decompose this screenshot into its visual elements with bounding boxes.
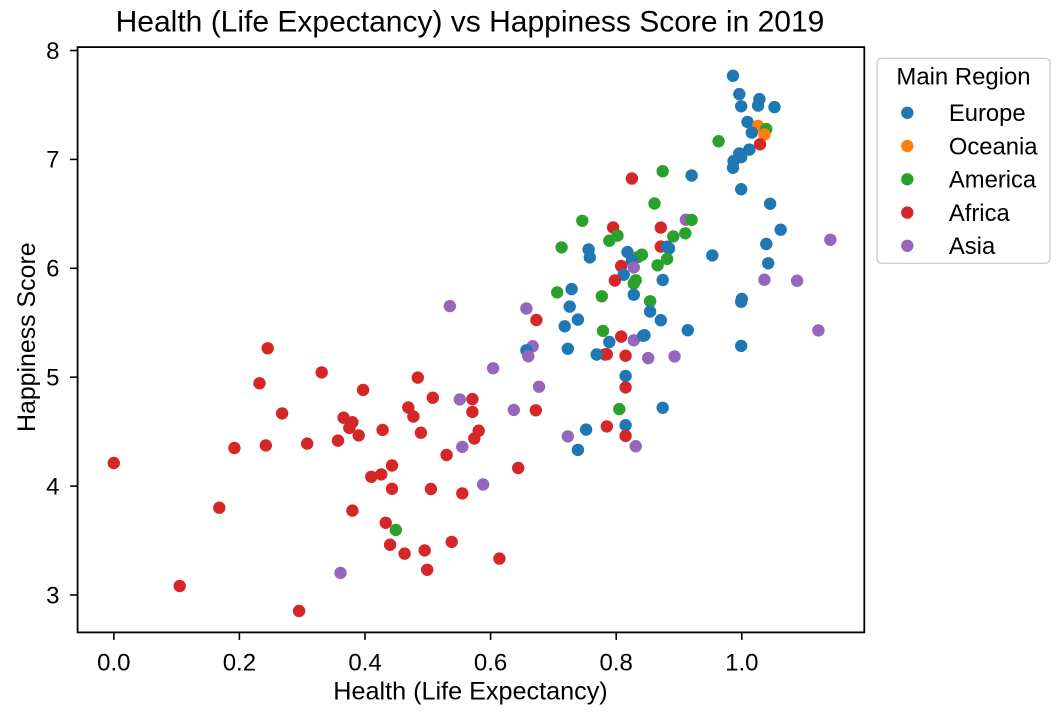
- svg-text:Happiness Score: Happiness Score: [13, 242, 41, 432]
- svg-text:Oceania: Oceania: [949, 133, 1038, 160]
- svg-text:8: 8: [46, 38, 59, 65]
- svg-text:Africa: Africa: [949, 200, 1011, 227]
- svg-text:0.2: 0.2: [223, 650, 256, 677]
- svg-text:1.0: 1.0: [725, 650, 758, 677]
- svg-text:0.0: 0.0: [97, 650, 130, 677]
- svg-text:6: 6: [46, 256, 59, 283]
- svg-text:0.4: 0.4: [348, 650, 381, 677]
- svg-text:Asia: Asia: [949, 233, 996, 260]
- svg-text:4: 4: [46, 473, 59, 500]
- svg-text:Health (Life Expectancy) vs Ha: Health (Life Expectancy) vs Happiness Sc…: [116, 6, 825, 39]
- svg-text:0.8: 0.8: [600, 650, 633, 677]
- svg-text:0.6: 0.6: [474, 650, 507, 677]
- svg-text:Health (Life Expectancy): Health (Life Expectancy): [333, 678, 607, 706]
- svg-text:5: 5: [46, 365, 59, 392]
- svg-text:America: America: [949, 167, 1037, 194]
- svg-text:Europe: Europe: [949, 100, 1026, 127]
- svg-text:3: 3: [46, 582, 59, 609]
- svg-text:7: 7: [46, 147, 59, 174]
- svg-text:Main Region: Main Region: [896, 64, 1030, 91]
